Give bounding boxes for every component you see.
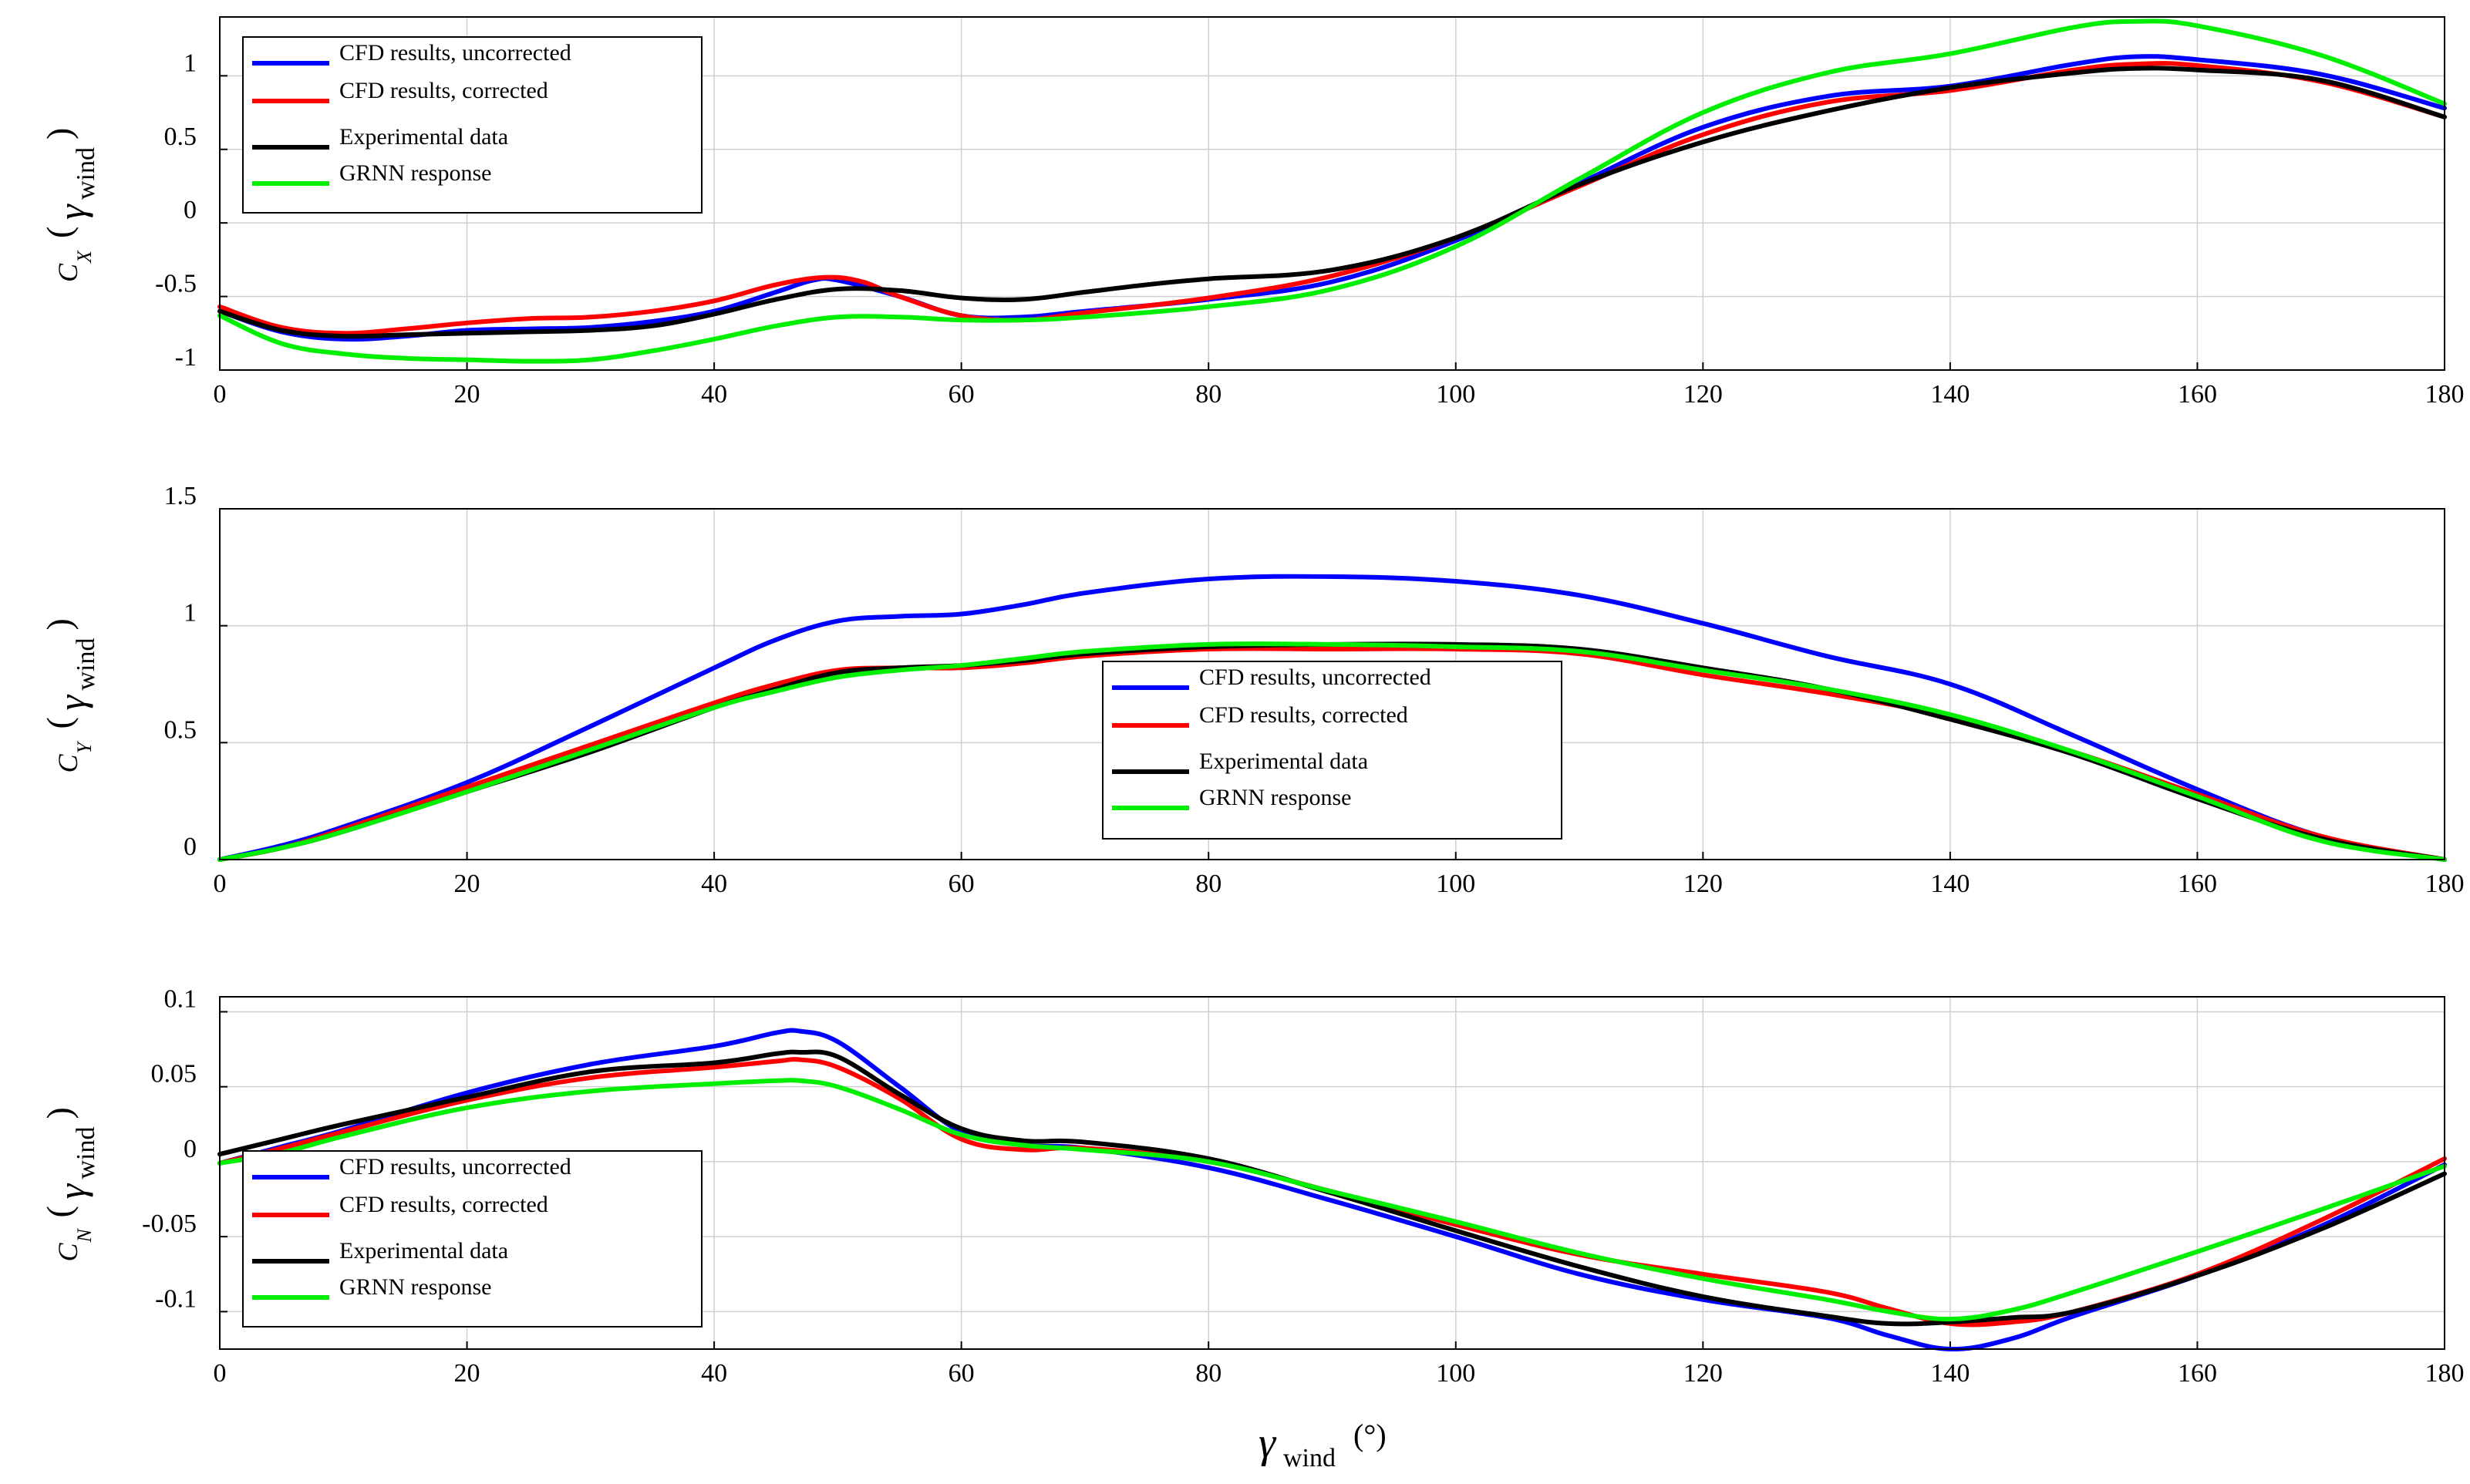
y-tick-label: 0.5 [164,715,197,744]
x-tick-label: 180 [2425,870,2465,898]
y-tick-label: -1 [175,343,197,372]
y-label-close-paren: ) [39,1107,79,1119]
y-tick-label: 0.5 [164,123,197,151]
y-tick-label: 0.1 [164,984,197,1013]
x-tick-label: 20 [454,870,480,898]
plot-frame [219,16,2445,371]
x-tick-label: 0 [214,380,227,409]
x-label-wind: wind [1283,1444,1336,1472]
legend-label: CFD results, uncorrected [339,1154,571,1179]
y-label-gamma: γ [50,695,93,711]
x-tick-label: 160 [2178,1359,2217,1388]
y-axis-label: CY ( γ wind) [39,618,100,772]
series-line-grnn-response [217,1078,2447,1322]
legend-label: GRNN response [1199,785,1351,810]
y-tick-label: 0 [184,833,197,861]
series-line-experimental-data [217,1049,2447,1327]
x-tick-label: 60 [949,1359,975,1388]
x-tick-label: 80 [1195,870,1222,898]
y-label-sub: X [73,250,96,264]
x-tick-label: 20 [454,380,480,409]
legend: CFD results, uncorrected CFD results, cor… [242,1150,703,1328]
x-label-unit: (°) [1353,1418,1387,1452]
series-line-cfd-results-uncorrected [217,1028,2447,1352]
plot-frame [219,508,2445,860]
legend-label: Experimental data [1199,749,1368,774]
y-label-wind: wind [72,1127,100,1179]
x-tick-label: 20 [454,1359,480,1388]
legend-label: CFD results, corrected [339,1192,548,1217]
legend-label: CFD results, corrected [1199,702,1408,728]
y-tick-label: 1.5 [164,482,197,510]
y-tick-label: -0.1 [155,1284,197,1313]
y-tick-label: -0.5 [155,270,197,298]
legend-label: CFD results, uncorrected [339,40,571,66]
y-label-close-paren: ) [39,618,79,630]
legend-label: GRNN response [339,160,491,186]
x-tick-label: 140 [1930,1359,1970,1388]
x-tick-label: 100 [1436,380,1475,409]
x-tick-label: 160 [2178,870,2217,898]
y-axis-label: CN ( γ wind) [39,1107,100,1261]
x-label-gamma: γ [1259,1419,1277,1467]
y-label-sub: Y [73,741,96,754]
plot-frame [219,996,2445,1350]
x-tick-label: 120 [1683,1359,1723,1388]
x-tick-label: 40 [701,380,727,409]
x-tick-label: 140 [1930,870,1970,898]
x-axis-label: γ wind (°) [1259,1418,1387,1472]
chart-cy: 0 20 40 60 80 100 120 140 160 180 0 0.5 1 1.5 CFD resu… [39,482,2465,898]
chart-cn: 0 20 40 60 80 100 120 140 160 180 -0.1 -0.05 0 0.05 0.… [39,984,2465,1472]
series-line-experimental-data [217,66,2447,339]
legend-label: Experimental data [339,1238,508,1264]
legend: CFD results, uncorrected CFD results, cor… [242,36,703,214]
legend-label: CFD results, uncorrected [1199,665,1431,690]
y-label-wind: wind [72,147,100,200]
x-tick-label: 40 [701,1359,727,1388]
x-tick-label: 80 [1195,380,1222,409]
y-label-open-paren: ( [39,227,79,238]
y-label-base: C [52,1243,83,1262]
y-label-base: C [52,263,83,282]
y-label-wind: wind [72,638,100,691]
x-tick-label: 0 [214,870,227,898]
y-label-base: C [52,754,83,773]
legend: CFD results, uncorrected CFD results, cor… [1102,661,1562,840]
x-tick-label: 140 [1930,380,1970,409]
x-tick-label: 160 [2178,380,2217,409]
y-label-gamma: γ [50,204,93,220]
series-line-cfd-results-uncorrected [217,574,2447,862]
x-tick-label: 100 [1436,870,1475,898]
x-tick-label: 120 [1683,380,1723,409]
chart-cx: 0 20 40 60 80 100 120 140 160 180 -1 -0.5 0 0.5 1 CFD r… [39,16,2465,409]
series-line-grnn-response [217,19,2447,364]
y-label-gamma: γ [50,1183,93,1200]
legend-label: CFD results, corrected [339,78,548,103]
series-line-grnn-response [217,641,2447,862]
legend-label: Experimental data [339,124,508,150]
x-tick-label: 40 [701,870,727,898]
y-axis-label: CX ( γ wind) [39,128,100,282]
x-tick-label: 0 [214,1359,227,1388]
x-tick-label: 80 [1195,1359,1222,1388]
y-tick-label: 0.05 [151,1060,197,1089]
legend-label: GRNN response [339,1274,491,1300]
y-label-sub: N [73,1228,96,1243]
x-tick-label: 120 [1683,870,1723,898]
y-tick-label: 1 [184,599,197,628]
y-tick-label: 0 [184,1135,197,1163]
y-label-open-paren: ( [39,717,79,729]
y-label-close-paren: ) [39,128,79,140]
y-tick-label: -0.05 [142,1210,197,1238]
x-tick-label: 180 [2425,1359,2465,1388]
y-tick-label: 1 [184,49,197,77]
x-tick-label: 100 [1436,1359,1475,1388]
x-tick-label: 180 [2425,380,2465,409]
y-label-open-paren: ( [39,1206,79,1217]
x-tick-label: 60 [949,870,975,898]
y-tick-label: 0 [184,196,197,224]
x-tick-label: 60 [949,380,975,409]
